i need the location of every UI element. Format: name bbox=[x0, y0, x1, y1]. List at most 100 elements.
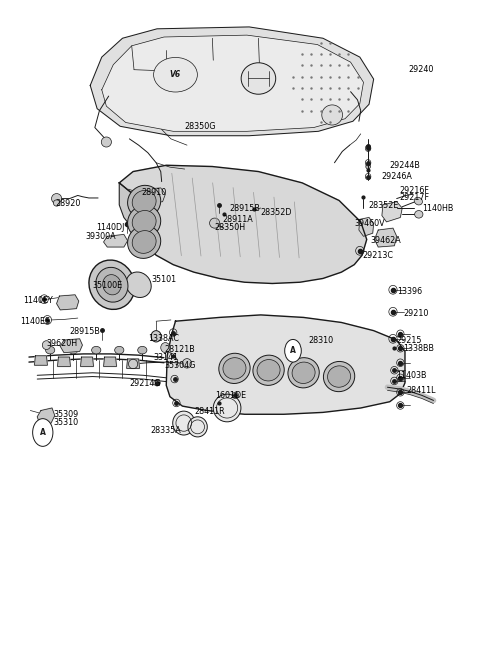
Ellipse shape bbox=[161, 343, 170, 352]
Polygon shape bbox=[58, 357, 71, 367]
Ellipse shape bbox=[154, 58, 197, 92]
Text: 35309: 35309 bbox=[53, 410, 79, 419]
Text: 29240: 29240 bbox=[408, 66, 433, 74]
Ellipse shape bbox=[129, 359, 138, 369]
Ellipse shape bbox=[132, 231, 156, 253]
Polygon shape bbox=[140, 188, 165, 203]
Ellipse shape bbox=[128, 225, 161, 258]
Text: 28335A: 28335A bbox=[150, 426, 181, 435]
Ellipse shape bbox=[46, 346, 55, 354]
Text: 1140HB: 1140HB bbox=[422, 204, 454, 212]
Text: 39620H: 39620H bbox=[47, 339, 78, 348]
Ellipse shape bbox=[414, 197, 422, 205]
Text: 29244B: 29244B bbox=[390, 160, 420, 170]
Circle shape bbox=[33, 419, 53, 446]
Text: 39300A: 39300A bbox=[85, 233, 116, 242]
Text: 35310: 35310 bbox=[53, 418, 79, 427]
Text: 29213C: 29213C bbox=[362, 252, 393, 260]
Text: 35101: 35101 bbox=[151, 275, 176, 284]
Ellipse shape bbox=[292, 362, 315, 383]
Text: 13396: 13396 bbox=[396, 286, 422, 295]
Text: 35304G: 35304G bbox=[164, 362, 195, 370]
Text: 28121B: 28121B bbox=[164, 345, 195, 354]
Ellipse shape bbox=[69, 346, 78, 354]
Polygon shape bbox=[102, 35, 363, 131]
Ellipse shape bbox=[241, 63, 276, 94]
Text: 35100E: 35100E bbox=[93, 282, 123, 291]
Polygon shape bbox=[104, 234, 128, 247]
Text: 28911A: 28911A bbox=[223, 215, 253, 224]
Ellipse shape bbox=[128, 206, 161, 238]
Ellipse shape bbox=[126, 272, 151, 297]
Ellipse shape bbox=[151, 331, 161, 342]
Text: 1140ES: 1140ES bbox=[20, 317, 50, 326]
Ellipse shape bbox=[38, 419, 48, 437]
Text: 29210: 29210 bbox=[404, 309, 429, 318]
Text: 1338BB: 1338BB bbox=[404, 344, 434, 353]
Ellipse shape bbox=[288, 358, 319, 388]
Text: 28350G: 28350G bbox=[185, 122, 216, 131]
Text: 11403B: 11403B bbox=[396, 371, 426, 381]
Ellipse shape bbox=[138, 346, 147, 354]
Ellipse shape bbox=[103, 274, 121, 295]
Ellipse shape bbox=[128, 185, 161, 218]
Text: 29246A: 29246A bbox=[382, 172, 412, 181]
Ellipse shape bbox=[101, 137, 111, 147]
Text: 39462A: 39462A bbox=[370, 236, 401, 245]
Text: A: A bbox=[290, 346, 296, 355]
Ellipse shape bbox=[51, 194, 61, 204]
Text: 28920: 28920 bbox=[56, 199, 81, 208]
Text: 1338AC: 1338AC bbox=[148, 333, 179, 343]
Ellipse shape bbox=[182, 359, 192, 368]
Text: 29216F: 29216F bbox=[399, 186, 429, 195]
Text: 29214G: 29214G bbox=[130, 379, 161, 388]
Text: 28915B: 28915B bbox=[70, 328, 100, 337]
Text: 1140EY: 1140EY bbox=[24, 296, 53, 305]
Text: 28411L: 28411L bbox=[407, 386, 436, 395]
Ellipse shape bbox=[253, 355, 284, 385]
Ellipse shape bbox=[219, 353, 250, 383]
Circle shape bbox=[285, 339, 301, 362]
Polygon shape bbox=[119, 183, 142, 232]
Text: 29215: 29215 bbox=[396, 336, 422, 345]
Ellipse shape bbox=[210, 218, 220, 228]
Polygon shape bbox=[37, 408, 55, 424]
Ellipse shape bbox=[366, 164, 371, 169]
Ellipse shape bbox=[324, 362, 355, 392]
Text: 33141: 33141 bbox=[154, 352, 179, 362]
Polygon shape bbox=[359, 217, 373, 236]
Ellipse shape bbox=[415, 210, 423, 218]
Text: 28910: 28910 bbox=[141, 188, 166, 196]
Text: 28350H: 28350H bbox=[215, 223, 246, 232]
Text: 29217F: 29217F bbox=[399, 193, 429, 202]
Text: 28915B: 28915B bbox=[230, 204, 261, 212]
Polygon shape bbox=[81, 357, 94, 367]
Ellipse shape bbox=[188, 417, 207, 437]
Ellipse shape bbox=[322, 105, 343, 125]
Ellipse shape bbox=[327, 366, 350, 387]
Ellipse shape bbox=[173, 411, 195, 435]
Ellipse shape bbox=[92, 346, 101, 354]
Text: 28352D: 28352D bbox=[261, 208, 292, 217]
Ellipse shape bbox=[257, 360, 280, 381]
Ellipse shape bbox=[223, 358, 246, 379]
Polygon shape bbox=[127, 359, 140, 368]
Text: 1601DE: 1601DE bbox=[216, 391, 247, 400]
Polygon shape bbox=[35, 356, 48, 365]
Text: V6: V6 bbox=[169, 70, 180, 79]
Ellipse shape bbox=[132, 191, 156, 213]
Text: 1140DJ: 1140DJ bbox=[96, 223, 125, 232]
Text: 28352E: 28352E bbox=[368, 201, 398, 210]
Polygon shape bbox=[90, 27, 373, 136]
Text: A: A bbox=[40, 428, 46, 437]
Polygon shape bbox=[60, 339, 83, 352]
Polygon shape bbox=[104, 357, 117, 367]
Ellipse shape bbox=[115, 346, 124, 354]
Ellipse shape bbox=[38, 430, 47, 441]
Text: 28310: 28310 bbox=[308, 336, 333, 345]
Polygon shape bbox=[119, 165, 367, 284]
Text: 39460V: 39460V bbox=[354, 219, 385, 228]
Ellipse shape bbox=[89, 260, 135, 309]
Ellipse shape bbox=[96, 267, 128, 302]
Polygon shape bbox=[57, 295, 79, 310]
